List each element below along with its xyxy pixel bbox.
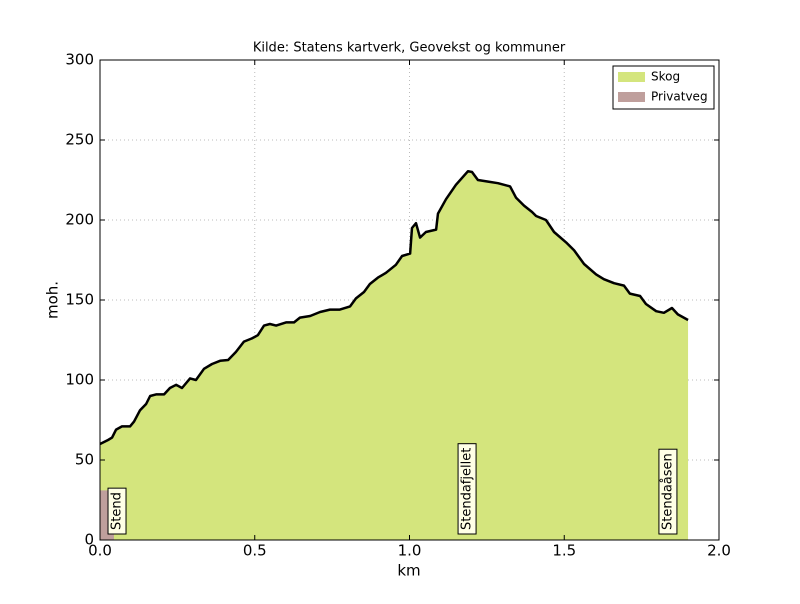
y-axis-label: moh.	[44, 281, 62, 319]
legend-label: Privatveg	[651, 90, 708, 104]
x-tick-label: 2.0	[707, 542, 731, 560]
forest-area	[100, 171, 689, 540]
place-label: Stendaåsen	[660, 453, 675, 530]
place-label-box	[457, 443, 477, 535]
y-tick-label: 100	[65, 371, 94, 389]
x-tick-label: 0.0	[88, 542, 112, 560]
x-tick-label: 0.5	[243, 542, 267, 560]
y-tick-label: 150	[65, 291, 94, 309]
y-tick-label: 200	[65, 211, 94, 229]
y-tick-label: 300	[65, 51, 94, 69]
x-axis-label: km	[397, 562, 420, 580]
place-label-box	[658, 448, 678, 535]
place-label-box	[107, 487, 127, 535]
chart-title: Kilde: Statens kartverk, Geovekst og kom…	[253, 41, 566, 56]
x-tick-label: 1.5	[552, 542, 576, 560]
y-tick-label: 50	[75, 451, 94, 469]
place-label: Stendafjellet	[460, 448, 475, 530]
y-tick-label: 250	[65, 131, 94, 149]
legend-swatch	[618, 72, 645, 82]
x-tick-label: 1.0	[398, 542, 422, 560]
legend-label: Skog	[651, 70, 680, 84]
place-label: Stend	[110, 492, 125, 530]
legend-swatch	[618, 92, 645, 102]
y-tick-label: 0	[84, 531, 94, 549]
profile-line	[99, 169, 689, 446]
